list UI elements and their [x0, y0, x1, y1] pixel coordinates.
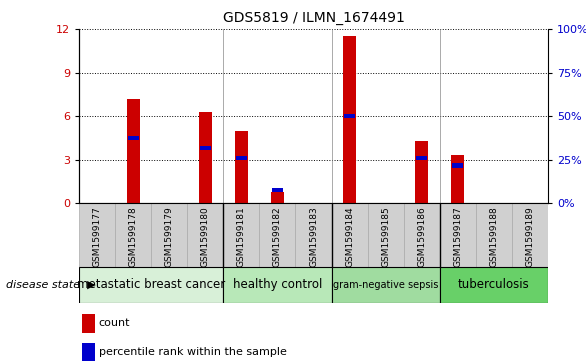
Text: metastatic breast cancer: metastatic breast cancer	[77, 278, 226, 291]
Bar	[440, 203, 476, 267]
Title: GDS5819 / ILMN_1674491: GDS5819 / ILMN_1674491	[223, 11, 404, 25]
Bar	[260, 203, 295, 267]
Bar	[82, 343, 94, 361]
Bar	[79, 203, 115, 267]
Text: GSM1599186: GSM1599186	[417, 207, 426, 267]
Text: GSM1599181: GSM1599181	[237, 207, 246, 267]
Text: GSM1599185: GSM1599185	[381, 207, 390, 267]
Bar	[332, 203, 367, 267]
Text: GSM1599184: GSM1599184	[345, 207, 354, 267]
Bar	[115, 203, 151, 267]
Text: GSM1599180: GSM1599180	[201, 207, 210, 267]
Bar	[128, 136, 138, 140]
Bar	[415, 141, 428, 203]
Bar	[512, 203, 548, 267]
Bar	[151, 203, 188, 267]
Bar	[476, 203, 512, 267]
Text: GSM1599188: GSM1599188	[489, 207, 498, 267]
Text: tuberculosis: tuberculosis	[458, 278, 530, 291]
Bar	[79, 267, 223, 303]
Text: GSM1599179: GSM1599179	[165, 207, 174, 267]
Text: percentile rank within the sample: percentile rank within the sample	[99, 347, 287, 357]
Text: disease state  ▶: disease state ▶	[6, 280, 96, 290]
Bar	[440, 267, 548, 303]
Bar	[82, 314, 94, 333]
Bar	[451, 155, 464, 203]
Bar	[223, 203, 260, 267]
Text: GSM1599189: GSM1599189	[526, 207, 534, 267]
Bar	[127, 99, 139, 203]
Bar	[236, 156, 247, 160]
Bar	[271, 192, 284, 203]
Bar	[235, 131, 248, 203]
Text: count: count	[99, 318, 130, 329]
Text: GSM1599177: GSM1599177	[93, 207, 101, 267]
Bar	[452, 163, 463, 168]
Bar	[199, 112, 212, 203]
Bar	[188, 203, 223, 267]
Bar	[223, 267, 332, 303]
Bar	[344, 114, 355, 118]
Bar	[404, 203, 440, 267]
Bar	[200, 146, 211, 150]
Text: GSM1599182: GSM1599182	[273, 207, 282, 267]
Bar	[332, 267, 440, 303]
Bar	[343, 36, 356, 203]
Bar	[295, 203, 332, 267]
Text: GSM1599183: GSM1599183	[309, 207, 318, 267]
Bar	[367, 203, 404, 267]
Text: GSM1599178: GSM1599178	[129, 207, 138, 267]
Text: GSM1599187: GSM1599187	[453, 207, 462, 267]
Bar	[416, 156, 427, 160]
Text: healthy control: healthy control	[233, 278, 322, 291]
Text: gram-negative sepsis: gram-negative sepsis	[333, 280, 438, 290]
Bar	[272, 188, 283, 192]
